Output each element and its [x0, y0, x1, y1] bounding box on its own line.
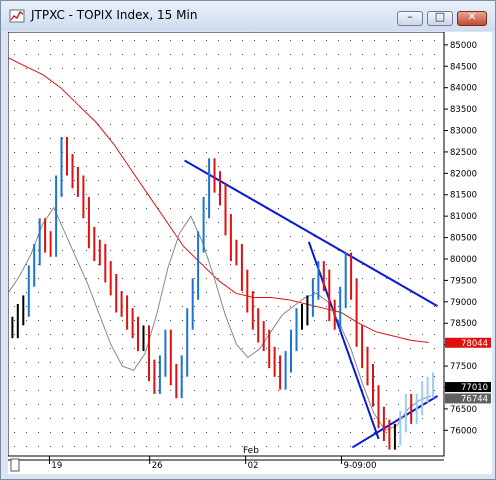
- price-tick-label: 84000: [450, 84, 477, 94]
- chart-area[interactable]: 85000 84500 84000 83500 83000 82500 82000 81500…: [7, 31, 492, 474]
- price-tick-label: 79000: [450, 298, 477, 308]
- price-tick-label: 83000: [450, 127, 477, 137]
- time-tick-label: 26: [152, 461, 163, 471]
- trendlines: [184, 159, 438, 449]
- scroll-thumb: [10, 458, 20, 472]
- price-axis: 85000 84500 84000 83500 83000 82500 82000 81500…: [444, 41, 491, 436]
- title-bar[interactable]: JTPXC - TOPIX Index, 15 Min – □ ✕: [1, 1, 495, 31]
- price-tag: [445, 382, 491, 393]
- price-tag-label: 77010: [461, 383, 488, 393]
- series-layer: [7, 57, 435, 450]
- short-moving-average: [7, 206, 432, 431]
- maximize-button[interactable]: □: [427, 10, 453, 26]
- price-tick-label: 81000: [450, 212, 477, 222]
- price-tick-label: 80500: [450, 234, 477, 244]
- chart-app-icon: [9, 9, 25, 23]
- price-tag-label: 76744: [461, 394, 488, 404]
- close-icon: ✕: [467, 10, 477, 23]
- price-tick-label: 80000: [450, 255, 477, 265]
- price-tick-label: 78500: [450, 319, 477, 329]
- month-label: Feb: [243, 446, 259, 456]
- price-tick-label: 83500: [450, 105, 477, 115]
- price-tick-label: 82000: [450, 169, 477, 179]
- price-tick-label: 76500: [450, 405, 477, 415]
- price-tick-label: 76000: [450, 426, 477, 436]
- trendline: [184, 159, 438, 307]
- price-tick-label: 82500: [450, 148, 477, 158]
- minimize-button[interactable]: –: [397, 10, 423, 26]
- long-moving-average: [7, 57, 429, 343]
- price-chart[interactable]: 85000 84500 84000 83500 83000 82500 82000 81500…: [7, 31, 492, 474]
- price-tick-label: 77500: [450, 362, 477, 372]
- price-tick-label: 79500: [450, 276, 477, 286]
- price-tick-label: 84500: [450, 62, 477, 72]
- price-tag: [445, 337, 491, 348]
- trendline: [307, 241, 380, 440]
- time-axis: 19 26 02 9-09:00: [8, 456, 444, 472]
- time-tick-label: 02: [248, 461, 259, 471]
- close-button[interactable]: ✕: [457, 10, 487, 26]
- time-tick-label: 19: [51, 461, 62, 471]
- price-tag: [445, 393, 491, 404]
- plot-background: [7, 31, 445, 457]
- window-title: JTPXC - TOPIX Index, 15 Min: [31, 8, 198, 22]
- time-tick-label: 9-09:00: [344, 461, 377, 471]
- price-tag-label: 78044: [461, 339, 488, 349]
- maximize-icon: □: [434, 10, 446, 23]
- trendline: [351, 395, 438, 449]
- price-tick-label: 85000: [450, 41, 477, 51]
- minimize-icon: –: [407, 10, 413, 23]
- price-tick-label: 81500: [450, 191, 477, 201]
